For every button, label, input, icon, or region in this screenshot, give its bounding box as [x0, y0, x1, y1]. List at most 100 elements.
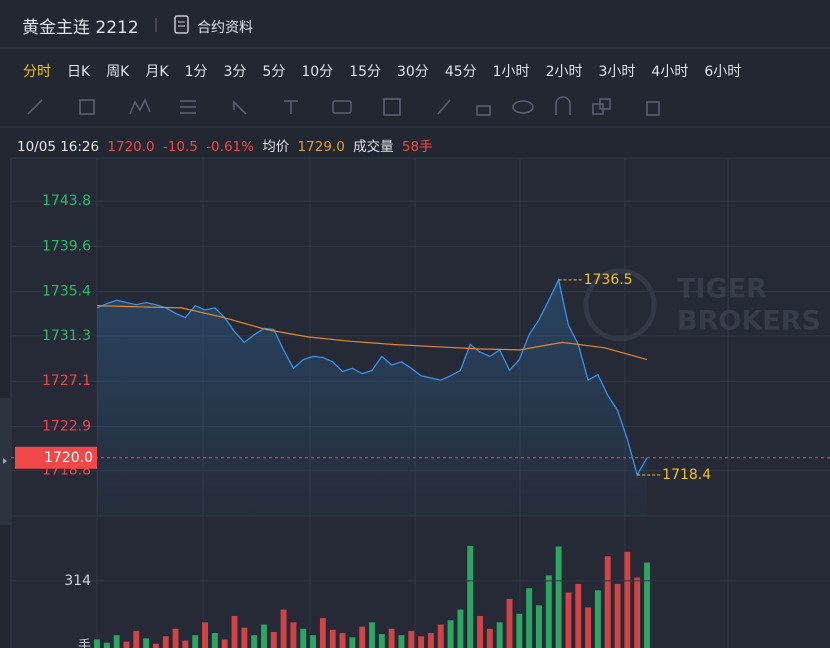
volume-bar — [437, 624, 444, 648]
volume-bar — [644, 562, 650, 648]
volume-unit: 手 — [78, 639, 91, 648]
change-pct: -0.61% — [206, 139, 254, 155]
watermark-logo — [583, 268, 657, 342]
volume-bar — [280, 609, 287, 648]
volume-label: 成交量 — [353, 139, 394, 155]
volume-bar — [526, 588, 533, 648]
y-tick-label: 1735.4 — [42, 284, 91, 300]
timeframe-tab[interactable]: 3分 — [223, 64, 247, 80]
timeframe-tab[interactable]: 日K — [67, 64, 91, 80]
average-line — [96, 305, 648, 361]
timeframe-tab[interactable]: 分时 — [23, 64, 51, 80]
doc-icon[interactable] — [174, 15, 189, 34]
volume-bar — [162, 636, 169, 648]
volume-bar — [369, 622, 375, 648]
change: -10.5 — [162, 139, 198, 155]
volume-bar — [565, 592, 572, 648]
tool-rect[interactable] — [79, 99, 95, 115]
timeframe-tab[interactable]: 3小时 — [598, 64, 636, 80]
volume-bar — [575, 583, 582, 648]
volume-bar — [94, 639, 100, 648]
volume: 58手 — [401, 139, 433, 155]
tool-eye[interactable] — [512, 100, 534, 114]
tool-magnet[interactable] — [555, 96, 571, 115]
volume-bar — [604, 556, 611, 648]
timeframe-tab[interactable]: 30分 — [396, 64, 429, 80]
y-tick-label: 1731.3 — [42, 328, 91, 344]
volume-bar — [202, 622, 208, 648]
volume-bar — [221, 639, 228, 648]
annotation-label: 1718.4 — [662, 467, 711, 483]
last-price-box — [15, 446, 97, 469]
tool-line[interactable] — [27, 99, 43, 115]
tool-arrow[interactable] — [233, 100, 247, 115]
volume-bar — [516, 613, 523, 648]
y-tick-label: 1722.9 — [42, 419, 91, 435]
timeframe-tab[interactable]: 月K — [145, 64, 169, 80]
price-line — [96, 277, 648, 477]
volume-bar — [506, 598, 513, 648]
y-tick-label: 1727.1 — [42, 373, 91, 389]
volume-bar — [486, 628, 493, 648]
volume-bar — [172, 628, 179, 648]
volume-bar — [349, 637, 356, 648]
info-bar: 10/05 16:26 1720.0 -10.5 -0.61% 均价 1729.… — [17, 135, 437, 155]
last-price: 1720.0 — [107, 139, 155, 155]
avg-label: 均价 — [262, 139, 290, 155]
volume-bar — [614, 583, 621, 648]
volume-bar — [536, 605, 542, 648]
volume-bar — [496, 622, 503, 648]
tool-lock[interactable] — [476, 105, 491, 116]
volume-bar — [467, 545, 474, 648]
volume-bar — [300, 628, 307, 648]
volume-bar — [310, 635, 317, 648]
volume-bar — [477, 615, 483, 648]
timeframe-tab[interactable]: 2小时 — [545, 64, 583, 80]
tool-wave[interactable] — [129, 98, 151, 115]
volume-bar — [261, 624, 267, 648]
volume-bar — [319, 618, 326, 648]
timeframe-tab[interactable]: 周K — [106, 64, 130, 80]
volume-bar — [152, 643, 159, 648]
volume-bar — [182, 640, 189, 648]
contract-info-link[interactable]: 合约资料 — [197, 20, 253, 36]
volume-bar — [447, 620, 454, 648]
last-price-label: 1720.0 — [44, 450, 93, 466]
volume-bar — [211, 633, 218, 648]
timeframe-bar: 分时 日K 周K 月K 1分 3分 5分 10分 15分 30分 45分 1小时 2小时 3小时 4小时 6小… — [23, 61, 757, 81]
avg-price: 1729.0 — [297, 139, 345, 155]
volume-bar — [241, 627, 248, 648]
volume-bar — [143, 638, 150, 648]
volume-bar — [192, 635, 199, 648]
volume-bar — [634, 577, 641, 648]
watermark: BROKERS — [677, 306, 821, 337]
volume-bar — [624, 551, 631, 648]
timeframe-tab[interactable]: 45分 — [444, 64, 477, 80]
timeframe-tab[interactable]: 10分 — [301, 64, 334, 80]
annotation-label: 1736.5 — [584, 272, 633, 288]
side-panel-arrow — [3, 458, 7, 464]
timeframe-tab[interactable]: 5分 — [262, 64, 286, 80]
volume-bar — [103, 642, 110, 648]
tool-pen[interactable] — [437, 99, 451, 115]
volume-bar — [251, 635, 258, 648]
tool-note[interactable] — [332, 100, 352, 114]
instrument-title: 黄金主连 2212 — [22, 18, 139, 38]
volume-bar — [231, 615, 238, 648]
timeframe-tab[interactable]: 1小时 — [492, 64, 530, 80]
timeframe-tab[interactable]: 15分 — [349, 64, 381, 80]
timeframe-tab[interactable]: 1分 — [184, 64, 208, 80]
y-tick-label: 1739.6 — [42, 238, 91, 254]
volume-bar — [398, 635, 405, 648]
volume-bar — [359, 626, 366, 648]
timeframe-tab[interactable]: 4小时 — [651, 64, 689, 80]
volume-bar — [388, 628, 395, 648]
datetime: 10/05 16:26 — [17, 139, 100, 155]
tool-delete[interactable] — [646, 101, 660, 116]
volume-bar — [594, 590, 601, 648]
timeframe-tab[interactable]: 6小时 — [704, 64, 742, 80]
volume-bar — [270, 631, 277, 648]
tool-bars[interactable] — [383, 98, 401, 116]
